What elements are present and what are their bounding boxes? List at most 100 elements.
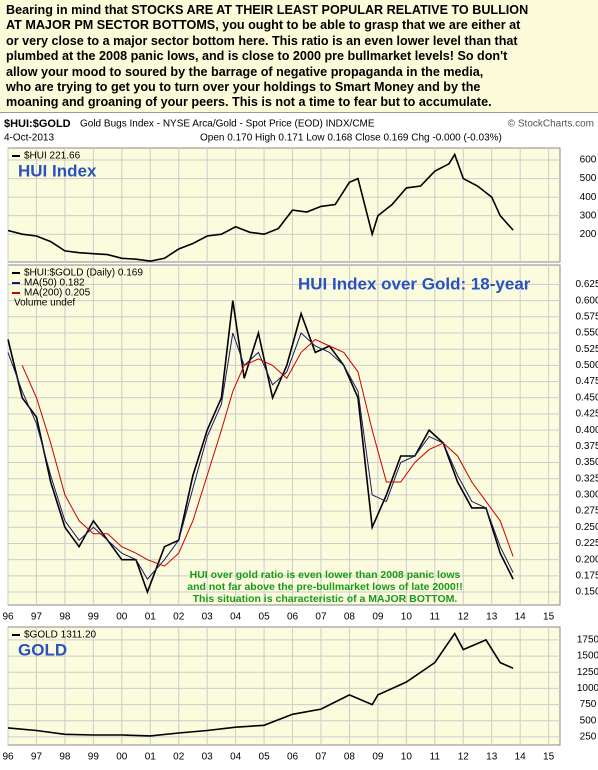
y-tick-label: 500 <box>580 715 597 726</box>
commentary-line: or very close to a major sector bottom h… <box>6 33 518 48</box>
legend-label: MA(50) 0.182 <box>24 278 85 289</box>
x-tick-label: 03 <box>202 752 214 763</box>
x-tick-label: 15 <box>543 612 555 623</box>
x-tick-label: 09 <box>372 612 384 623</box>
legend-label: $GOLD 1311.20 <box>24 630 97 641</box>
symbol: $HUI:$GOLD <box>4 118 71 130</box>
x-tick-label: 00 <box>116 612 128 623</box>
plot-area <box>7 264 561 606</box>
date: 4-Oct-2013 <box>4 133 54 144</box>
x-tick-label: 13 <box>486 752 498 763</box>
y-tick-label: 0.625 <box>575 279 598 290</box>
y-tick-label: 1750 <box>577 635 598 646</box>
quote: Open 0.170 High 0.171 Low 0.168 Close 0.… <box>200 133 502 144</box>
y-tick-label: 1500 <box>577 651 598 662</box>
y-tick-label: 0.375 <box>575 441 598 452</box>
x-tick-label: 97 <box>31 612 43 623</box>
series-line <box>21 338 514 567</box>
series-line <box>7 332 514 580</box>
panel-title: HUI Index over Gold: 18-year <box>298 274 531 293</box>
commentary-line: moaning and groaning of your peers. This… <box>6 95 492 110</box>
y-tick-label: 0.500 <box>575 360 598 371</box>
x-tick-label: 08 <box>344 612 356 623</box>
x-tick-label: 05 <box>259 752 271 763</box>
y-tick-label: 0.175 <box>575 570 598 581</box>
x-tick-label: 02 <box>173 752 185 763</box>
y-tick-label: 500 <box>580 173 597 184</box>
x-tick-label: 11 <box>430 752 441 763</box>
x-tick-label: 15 <box>543 752 555 763</box>
x-tick-label: 98 <box>59 612 71 623</box>
x-tick-label: 96 <box>2 752 14 763</box>
series-line <box>7 300 514 595</box>
x-tick-label: 11 <box>430 612 441 623</box>
y-tick-label: 1000 <box>577 683 598 694</box>
y-tick-label: 0.525 <box>575 344 598 355</box>
description: Gold Bugs Index - NYSE Arca/Gold - Spot … <box>80 119 375 130</box>
annotation: and not far above the pre-bullmarket low… <box>187 581 462 593</box>
annotation: This situation is characteristic of a MA… <box>193 593 458 605</box>
y-tick-label: 0.150 <box>575 587 598 598</box>
x-tick-label: 99 <box>88 612 100 623</box>
x-tick-label: 10 <box>401 752 413 763</box>
x-tick-label: 06 <box>287 612 299 623</box>
y-tick-label: 0.575 <box>575 311 598 322</box>
x-tick-label: 09 <box>372 752 384 763</box>
y-tick-label: 1250 <box>577 667 598 678</box>
legend-label: $HUI 221.66 <box>24 151 81 162</box>
commentary-line: allow your mood to soured by the barrage… <box>6 64 484 79</box>
x-tick-label: 14 <box>515 752 527 763</box>
x-tick-label: 97 <box>31 752 43 763</box>
x-tick-label: 12 <box>458 612 470 623</box>
x-tick-label: 12 <box>458 752 470 763</box>
legend-label: Volume undef <box>14 298 75 309</box>
y-tick-label: 0.225 <box>575 538 598 549</box>
plot-area <box>7 147 561 263</box>
y-tick-label: 400 <box>580 192 597 203</box>
y-tick-label: 0.300 <box>575 490 598 501</box>
y-tick-label: 750 <box>580 699 597 710</box>
source: © StockCharts.com <box>508 119 594 130</box>
x-tick-label: 06 <box>287 752 299 763</box>
commentary-line: plumbed at the 2008 panic lows, and is c… <box>6 49 508 64</box>
y-tick-label: 0.600 <box>575 295 598 306</box>
x-tick-label: 96 <box>2 612 14 623</box>
x-tick-label: 98 <box>59 752 71 763</box>
y-tick-label: 250 <box>580 732 597 743</box>
y-tick-label: 0.325 <box>575 473 598 484</box>
x-tick-label: 99 <box>88 752 100 763</box>
annotation: HUI over gold ratio is even lower than 2… <box>190 569 461 581</box>
x-tick-label: 14 <box>515 612 527 623</box>
x-tick-label: 13 <box>486 612 498 623</box>
y-tick-label: 0.550 <box>575 328 598 339</box>
legend-label: $HUI:$GOLD (Daily) 0.169 <box>24 268 143 279</box>
series-line <box>7 152 514 262</box>
panel-title: HUI Index <box>18 161 97 180</box>
commentary-line: AT MAJOR PM SECTOR BOTTOMS, you ought to… <box>6 18 521 33</box>
x-tick-label: 04 <box>230 612 242 623</box>
series-line <box>7 631 514 737</box>
legend-label: MA(200) 0.205 <box>24 288 91 299</box>
y-tick-label: 0.425 <box>575 409 598 420</box>
y-tick-label: 200 <box>580 229 597 240</box>
y-tick-label: 0.350 <box>575 457 598 468</box>
x-tick-label: 02 <box>173 612 185 623</box>
x-tick-label: 01 <box>145 612 157 623</box>
x-tick-label: 03 <box>202 612 214 623</box>
y-tick-label: 0.400 <box>575 425 598 436</box>
y-tick-label: 300 <box>580 210 597 221</box>
commentary-line: Bearing in mind that STOCKS ARE AT THEIR… <box>6 3 529 17</box>
x-tick-label: 07 <box>315 612 327 623</box>
panel-title: GOLD <box>18 640 67 659</box>
x-tick-label: 04 <box>230 752 242 763</box>
y-tick-label: 0.450 <box>575 392 598 403</box>
plot-area <box>7 626 561 746</box>
x-tick-label: 10 <box>401 612 413 623</box>
y-tick-label: 0.475 <box>575 376 598 387</box>
x-tick-label: 00 <box>116 752 128 763</box>
x-tick-label: 01 <box>145 752 157 763</box>
commentary-line: who are trying to get you to turn over y… <box>6 80 481 95</box>
x-tick-label: 08 <box>344 752 356 763</box>
